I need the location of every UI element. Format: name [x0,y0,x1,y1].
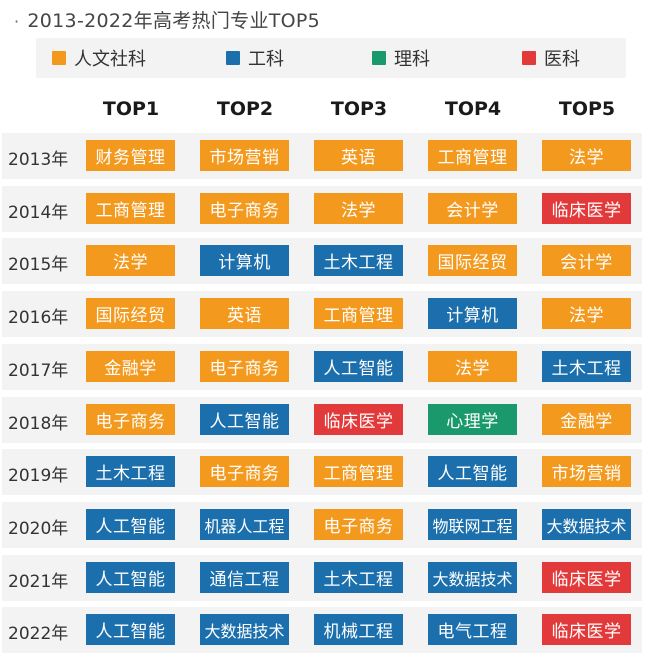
row-year-label: 2018年 [8,414,69,434]
major-cell: 机器人工程 [200,509,289,540]
major-cell: 大数据技术 [542,509,631,540]
major-cell: 电子商务 [314,509,403,540]
major-cell: 临床医学 [542,614,631,645]
row-year-label: 2022年 [8,624,69,644]
major-cell: 物联网工程 [428,509,517,540]
column-header-top3: TOP3 [330,98,388,120]
row-year-label: 2014年 [8,203,69,223]
legend-swatch-science [372,51,386,65]
major-cell: 人工智能 [86,614,175,645]
major-cell: 电气工程 [428,614,517,645]
major-cell: 市场营销 [542,456,631,487]
row-year-label: 2021年 [8,572,69,592]
major-cell: 通信工程 [200,562,289,593]
major-cell: 人工智能 [314,351,403,382]
major-cell: 会计学 [542,245,631,276]
legend-label-humanities: 人文社科 [74,49,146,70]
row-year-label: 2020年 [8,519,69,539]
major-cell: 工商管理 [314,456,403,487]
major-cell: 计算机 [428,298,517,329]
title-bullet-icon: · [14,12,20,31]
major-cell: 法学 [542,140,631,171]
major-cell: 法学 [428,351,517,382]
major-cell: 英语 [314,140,403,171]
column-header-top2: TOP2 [216,98,274,120]
major-cell: 英语 [200,298,289,329]
legend-label-engineering: 工科 [248,49,284,70]
legend-label-science: 理科 [394,49,430,70]
major-cell: 会计学 [428,193,517,224]
major-cell: 人工智能 [86,562,175,593]
major-cell: 计算机 [200,245,289,276]
column-header-top1: TOP1 [102,98,160,120]
major-cell: 人工智能 [86,509,175,540]
major-cell: 市场营销 [200,140,289,171]
major-cell: 大数据技术 [428,562,517,593]
major-cell: 电子商务 [200,456,289,487]
major-cell: 大数据技术 [200,614,289,645]
major-cell: 金融学 [86,351,175,382]
major-cell: 法学 [542,298,631,329]
legend-item-humanities: 人文社科 [52,38,146,78]
major-cell: 金融学 [542,404,631,435]
legend-item-science: 理科 [372,38,430,78]
major-cell: 电子商务 [200,193,289,224]
major-cell: 国际经贸 [428,245,517,276]
column-header-top5: TOP5 [558,98,616,120]
major-cell: 法学 [86,245,175,276]
major-cell: 国际经贸 [86,298,175,329]
row-year-label: 2013年 [8,150,69,170]
row-year-label: 2015年 [8,255,69,275]
major-cell: 土木工程 [542,351,631,382]
legend-swatch-engineering [226,51,240,65]
major-cell: 临床医学 [542,193,631,224]
major-cell: 人工智能 [200,404,289,435]
row-year-label: 2019年 [8,466,69,486]
major-cell: 土木工程 [314,245,403,276]
major-cell: 机械工程 [314,614,403,645]
column-header-top4: TOP4 [444,98,502,120]
major-cell: 临床医学 [314,404,403,435]
legend: 人文社科 工科 理科 医科 [36,38,626,78]
major-cell: 电子商务 [86,404,175,435]
major-cell: 电子商务 [200,351,289,382]
major-cell: 法学 [314,193,403,224]
chart-title-text: 2013-2022年高考热门专业TOP5 [27,10,321,32]
chart-title: · 2013-2022年高考热门专业TOP5 [14,6,320,33]
major-cell: 工商管理 [86,193,175,224]
row-year-label: 2017年 [8,361,69,381]
major-cell: 人工智能 [428,456,517,487]
major-cell: 工商管理 [314,298,403,329]
major-cell: 心理学 [428,404,517,435]
legend-label-medicine: 医科 [544,49,580,70]
major-cell: 土木工程 [314,562,403,593]
major-cell: 工商管理 [428,140,517,171]
legend-item-engineering: 工科 [226,38,284,78]
major-cell: 临床医学 [542,562,631,593]
major-cell: 财务管理 [86,140,175,171]
legend-item-medicine: 医科 [522,38,580,78]
legend-swatch-medicine [522,51,536,65]
legend-swatch-humanities [52,51,66,65]
row-year-label: 2016年 [8,308,69,328]
major-cell: 土木工程 [86,456,175,487]
